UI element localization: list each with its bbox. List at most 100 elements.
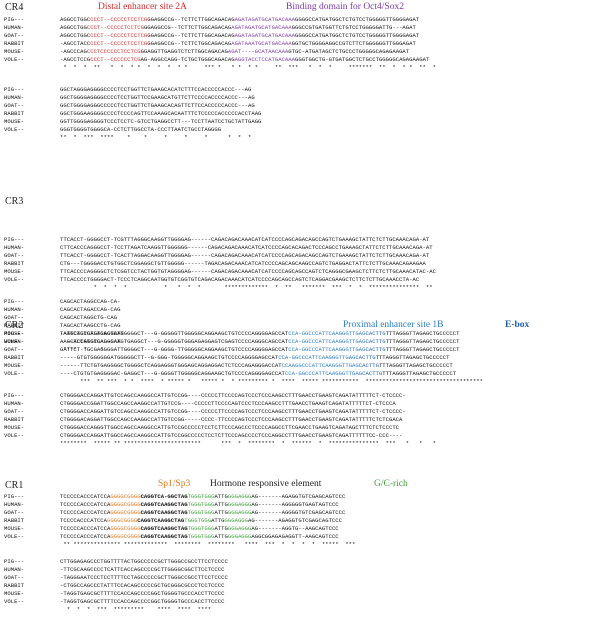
sequence-segment: -----GTGTGGGGGGATGGGGGCTT--G-GGG-TGGGGGC… (60, 354, 279, 361)
sequence-segment: CTGGGGACCAGGATTGGCCAGCCAAGGCCATTGTCCGGCC… (60, 432, 403, 439)
sequence-text: -AGCCTCCGCCCT--CCCCCCTCGAG-AGGCCAGG-TCTG… (60, 56, 429, 64)
sequence-segment: AGATAAATGCATGACAAA (231, 40, 292, 47)
sequence-segment: ------TTCTGTGAGGGGCTGGGGCTCAGGAGGGTGGGAG… (60, 362, 282, 369)
sequence-segment: GGCTAGGGAGGGGCCCCTCCTGGTTCTGAAGCACATCTTT… (60, 86, 252, 93)
sequence-segment: CAGGTCAAGGCTAG (140, 509, 188, 516)
sequence-text: -ATTCTGTGTGAGGGGATTGGGGCT---G-GGGGGTTGGG… (60, 330, 460, 338)
sequence-segment: TCCCCCACCCATCCA (60, 533, 111, 540)
sequence-segment: -TTCGCAAGCCCCTCATTCACCAGCCCCGCTTGGGGCGGC… (60, 566, 225, 573)
sequence-segment: GGTGCTGGGGAGGCCGTCTTCTGGGGGGTTGGGAGAT (291, 40, 416, 47)
species-label: HUMAN- (4, 566, 25, 573)
sequence-text: TCCCCCACCCATCCAGGGGCGGGGCAGGTCAAGGCTAGTG… (60, 533, 339, 541)
section-title-cr1: CR1 (5, 480, 24, 491)
species-label: HUMAN- (4, 24, 25, 31)
sequence-text: -TTCGCAAGCCCCTCATTCACCAGCCCCGCTTGGGGCGGC… (60, 566, 224, 574)
species-label: VOLE-- (4, 276, 25, 283)
sequence-segment: CACTTG (365, 338, 386, 345)
conservation-stars: * * * ** * * * * * * * * * *** * * * * *… (60, 64, 436, 71)
conservation-stars: * * * * * * * * ************* * ** *****… (60, 284, 433, 291)
sequence-segment: CTGGGGACCAGGATTGTCCAGCCAAGGCCATTGTCCGG--… (60, 392, 406, 399)
conservation-stars: **** * * (60, 346, 104, 353)
sequence-segment: -CTGGCCAGCCCTATTTCCACAGCCCCCGCTGCGGGCGCC… (60, 582, 225, 589)
sequence-segment: GGAGGCCG--TCTTCTTGGCAGACAG (143, 24, 232, 31)
sequence-segment: ----TCTGTGTGAGGGATGTGAGGCT---G-GGGGGTGGG… (60, 338, 289, 345)
sequence-text: GATTCT-TGCGAGGGGATTGGGGCT---G-GGGG-TTGGG… (60, 346, 460, 354)
sequence-segment: GGGGCCATGATGGCTCTGTCCTGGGGGTTGGGGAGAT (295, 32, 420, 39)
sequence-segment: CAGGTCAAGGCTAG (140, 533, 188, 540)
sequence-segment: GGAGGCCG--TCTTCTTGGCAGACAG (147, 32, 235, 39)
sequence-text: ----TCTGTGTGAGGGATGTGAGGCT---G-GGGGGTGGG… (60, 338, 460, 346)
sequence-text: CTTGGAGAGCCCTGGTTTTACTGGCCCCCGCTTGGGCCGC… (60, 558, 228, 566)
sequence-segment: GGGAGGG (227, 525, 252, 532)
sequence-text: CAGCACTAGGCCAG-CA- (60, 298, 120, 306)
sequence-text: GGTTGGGGAGGGGTCCCTCCTC-GTCCTGAGGCCTT---T… (60, 118, 261, 126)
species-label: RABBIT (4, 354, 25, 361)
sequence-segment: AG-------AGGGGGTGAGTAGTCCC (251, 501, 339, 508)
species-label: GOAT-- (4, 346, 25, 353)
sequence-segment: AG-------AGAGGTGTCGAGCAGTCCC (251, 493, 346, 500)
species-label: RABBIT (4, 40, 25, 47)
species-label: GOAT-- (4, 32, 25, 39)
sequence-segment: -TAGGTGAGCGCTTTTCCACCAGCCCCGGCTGGGGTGCCC… (60, 598, 225, 605)
sequence-text: TTCACCCCTGGGGACT-TCCCTCAGGCAATGGTGTCGGTG… (60, 276, 419, 284)
annotation-label: E-box (505, 320, 530, 330)
sequence-segment: GGGGCGGGG (110, 509, 141, 516)
sequence-text: TCCCCCACCCATCCAGGGGCGGGGCAGGTCAAGGCTAGTG… (60, 525, 339, 533)
species-label: GOAT-- (4, 314, 25, 321)
sequence-segment: GGGGCGGGG (110, 501, 141, 508)
sequence-segment: TTTAGGGTTAGAGCTGCCCCCT (382, 370, 457, 377)
sequence-segment: CCCT--CCCCCCTCG (90, 56, 141, 63)
sequence-text: CAGCACTAGGCTG-CAG (60, 314, 117, 322)
sequence-text: CTGGGGACAGGATTGGCCAGCCAAGGCCATTGTCCGG---… (60, 416, 402, 424)
sequence-segment: TAGCACTAAGCCTG-CAG (60, 322, 121, 329)
species-label: PIG--- (4, 16, 25, 23)
species-label: VOLE-- (4, 432, 25, 439)
species-label: VOLE-- (4, 598, 25, 605)
sequence-segment: TTCACCT-GGGGCCT-TCGTTTAGGGCAAGGTTGGGGAG-… (60, 236, 430, 243)
sequence-segment: CACTTG (362, 370, 383, 377)
sequence-segment: AAGCACCAGGCCAG-CAA (60, 338, 121, 345)
sequence-segment: -AGCCCAG (60, 48, 87, 55)
species-label: VOLE-- (4, 56, 25, 63)
sequence-segment: CACTTG (365, 330, 386, 337)
sequence-text: CAGCACTAGACCAG-CAG (60, 306, 120, 314)
species-label: VOLE-- (4, 370, 25, 377)
sequence-segment: -ATTCTGTGTGAGGGGATTGGGGCT---G-GGGGGTTGGG… (60, 330, 289, 337)
sequence-segment: CTGGGGACAGGATTGGCCAGCCAAGGCCATTGTCCGG---… (60, 416, 403, 423)
species-label: HUMAN- (4, 244, 25, 251)
sequence-segment: CACTTG (365, 346, 386, 353)
species-label: RABBIT (4, 416, 25, 423)
species-label: PIG--- (4, 392, 25, 399)
sequence-segment: CCA-GGCCCATTCAAGGGTTGAG (288, 338, 366, 345)
species-label: RABBIT (4, 322, 25, 329)
sequence-text: ------TTCTGTGAGGGGCTGGGGCTCAGGAGGGTGGGAG… (60, 362, 453, 370)
species-label: PIG--- (4, 298, 25, 305)
sequence-segment: CCCT--CCCCCTCCTCG (90, 32, 148, 39)
sequence-segment: AGGCCTGG (60, 24, 87, 31)
sequence-segment: GGGAGGG (227, 493, 252, 500)
sequence-segment: ATTG (211, 517, 225, 524)
sequence-segment: CCCT--CCCCCTCCTCG (90, 40, 148, 47)
sequence-segment: GGGAGGG (227, 509, 252, 516)
sequence-text: -TAGGTGAGCGCTTTTCCACCAGCCCCGGCTGGGGTGCCC… (60, 598, 224, 606)
species-label: PIG--- (4, 493, 25, 500)
sequence-segment: GATTCT-TGCGAGGGGATTGGGGCT---G-GGGG-TTGGG… (60, 346, 289, 353)
sequence-text: TAAGCACCCAGTCAGTCAG (60, 330, 124, 338)
sequence-segment: -AGCCTACC (60, 40, 91, 47)
species-label: MOUSE- (4, 118, 25, 125)
species-label: HUMAN- (4, 400, 25, 407)
sequence-segment: AG-------AGAGGTGTCGAGCAGTCCC (248, 517, 343, 524)
conservation-stars: ** * *** **** * * * * * * * * (60, 134, 252, 141)
sequence-text: CTGGGGACCAGGATTGTCCAGCCAAGGCCATTGTCCGG--… (60, 408, 406, 416)
sequence-segment: TTTAGGGTTAGAGCTGCCCCCT (385, 346, 460, 353)
sequence-segment: AGGCCTGGC (60, 16, 91, 23)
sequence-segment: GGGAGGG (227, 501, 252, 508)
species-label: GOAT-- (4, 252, 25, 259)
species-label: GOAT-- (4, 102, 25, 109)
sequence-text: -CTGGCCAGCCCTATTTCCACAGCCCCCGCTGCGGGCGCC… (60, 582, 224, 590)
sequence-text: TTCACCT-GGGGCCT-TCACTTAGGACAAGGTTGGGGAG-… (60, 252, 429, 260)
sequence-segment: GGGGCGGGG (110, 525, 141, 532)
species-label: VOLE-- (4, 338, 25, 345)
sequence-text: -TAGGTGAGCGCTTTTCCACCAGCCCCGGCTGGGGTGCCC… (60, 590, 224, 598)
sequence-segment: AGAT----GCATAACAAA (227, 48, 289, 55)
